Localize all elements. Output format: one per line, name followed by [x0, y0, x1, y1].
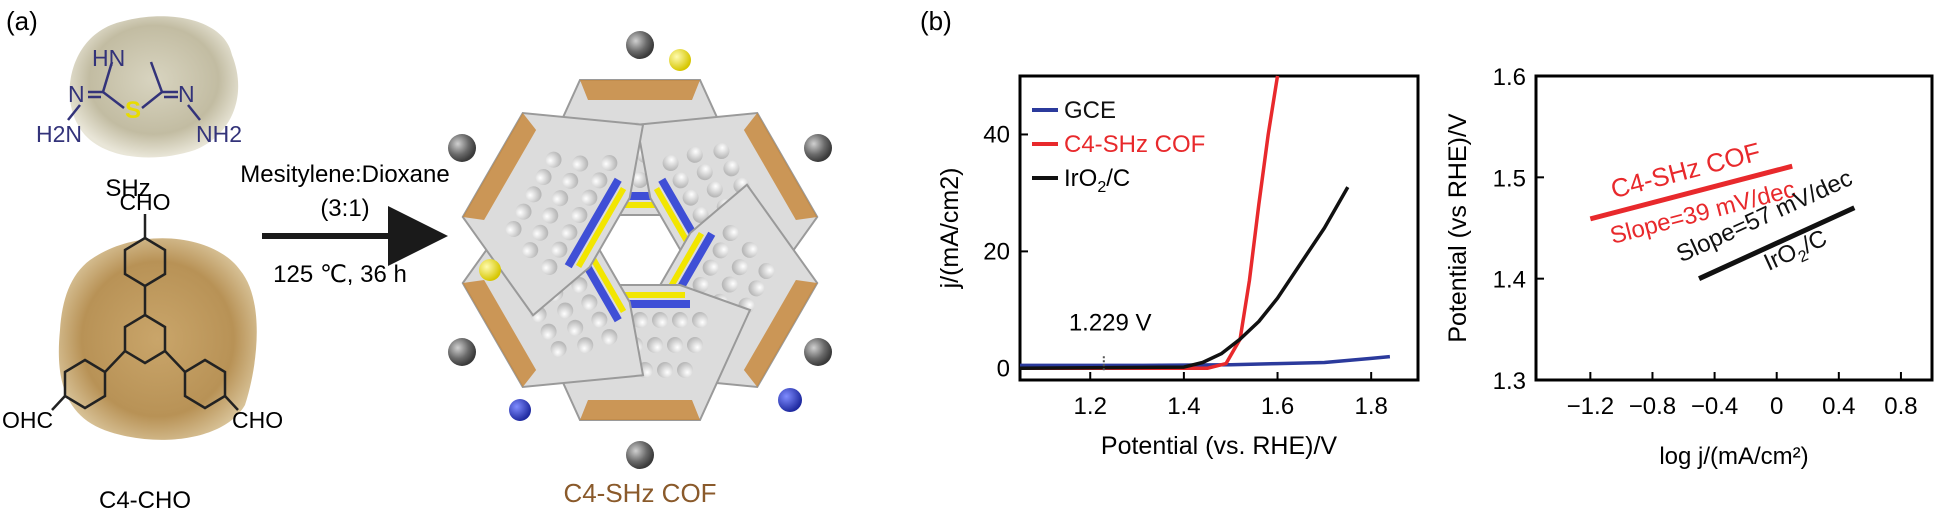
shz-sulfur: S	[125, 97, 141, 124]
lsv-x-tick-label: 1.2	[1074, 393, 1107, 420]
cof-vertex-balls	[448, 31, 832, 469]
shz-h2n: H2N	[36, 121, 82, 147]
shz-molecule: HN N N S H2N NH2 SHz	[36, 16, 242, 202]
lsv-legend-label: IrO2/C	[1064, 165, 1130, 196]
tafel-y-tick-label: 1.3	[1493, 368, 1526, 395]
tafel-x-tick-label: −0.8	[1629, 393, 1676, 420]
tafel-y-tick-label: 1.4	[1493, 267, 1526, 294]
c4cho-molecule: CHO OHC CHO C4-CHO	[2, 189, 283, 514]
lsv-x-tick-label: 1.6	[1261, 393, 1294, 420]
tafel-y-axis-label: Potential (vs RHE)/V	[1444, 113, 1472, 343]
shz-n-right: N	[178, 81, 195, 107]
shz-n-left: N	[68, 81, 85, 107]
tafel-x-tick-label: −1.2	[1567, 393, 1614, 420]
panel-b-label: (b)	[920, 6, 952, 36]
tafel-series-c4-shz-cof	[1589, 163, 1793, 222]
lsv-y-tick-label: 20	[983, 238, 1010, 265]
c4cho-cho-top: CHO	[119, 189, 170, 215]
lsv-x-tick-label: 1.8	[1354, 393, 1387, 420]
c4cho-ohc-left: OHC	[2, 407, 53, 433]
lsv-y-tick-label: 0	[997, 355, 1010, 382]
shz-powder-image	[69, 16, 239, 158]
shz-hn-left: HN	[92, 45, 125, 71]
lsv-series-c4-shz-cof	[1020, 75, 1280, 371]
lsv-annotation: 1.229 V	[1069, 309, 1152, 336]
tafel-x-tick-label: 0.4	[1822, 393, 1855, 420]
panel-a-label: (a)	[6, 6, 38, 36]
c4cho-powder-image	[58, 238, 257, 440]
tafel-plot-frame	[1534, 74, 1934, 382]
lsv-y-tick-label: 40	[983, 121, 1010, 148]
lsv-x-tick-label: 1.4	[1167, 393, 1200, 420]
c4cho-name: C4-CHO	[99, 487, 191, 514]
shz-nh2: NH2	[196, 121, 242, 147]
lsv-plot-frame	[1018, 74, 1420, 382]
tafel-x-tick-label: 0.8	[1884, 393, 1917, 420]
tafel-chart: −1.2 −0.8 −0.4 0 0.4 0.81.31.41.51.6 C4-SHz C…	[1444, 64, 1934, 470]
lsv-x-axis-label: Potential (vs. RHE)/V	[1101, 432, 1338, 460]
tafel-y-tick-label: 1.6	[1493, 64, 1526, 91]
shz-bonds	[67, 61, 201, 121]
c4cho-cho-right: CHO	[232, 407, 283, 433]
lsv-series-gce	[1020, 354, 1391, 368]
condition-ratio: (3:1)	[320, 195, 369, 222]
panel-a: (a) HN N N S H2N NH2 SHz	[2, 6, 844, 514]
lsv-series-iro2-c	[1019, 186, 1350, 371]
cof-structure-image	[436, 31, 844, 469]
c4cho-bonds	[51, 214, 239, 411]
tafel-x-tick-label: 0	[1770, 393, 1783, 420]
lsv-chart: 1.2 1.4 1.6 1.8 0 20 40 1.229 V GCE C4-SHz COF I…	[936, 74, 1420, 460]
lsv-y-axis-label: j/(mA/cm2)	[936, 168, 964, 290]
cof-product-name: C4-SHz COF	[563, 478, 716, 508]
lsv-legend: GCE C4-SHz COF IrO2/C	[1032, 97, 1205, 196]
condition-solvent: Mesitylene:Dioxane	[240, 161, 449, 188]
tafel-x-tick-label: −0.4	[1691, 393, 1738, 420]
tafel-series-iro2-c	[1698, 205, 1856, 281]
shz-name: SHz	[105, 175, 150, 202]
reaction-conditions: Mesitylene:Dioxane (3:1) 125 ℃, 36 h	[240, 161, 449, 288]
tafel-y-tick-label: 1.5	[1493, 165, 1526, 192]
tafel-x-axis-label: log j/(mA/cm²)	[1659, 443, 1808, 470]
lsv-legend-label: C4-SHz COF	[1064, 131, 1205, 158]
lsv-xlabel-text: Potential (vs. RHE)/V	[1101, 432, 1338, 460]
condition-temp-time: 125 ℃, 36 h	[273, 261, 407, 288]
lsv-legend-label: GCE	[1064, 97, 1116, 124]
